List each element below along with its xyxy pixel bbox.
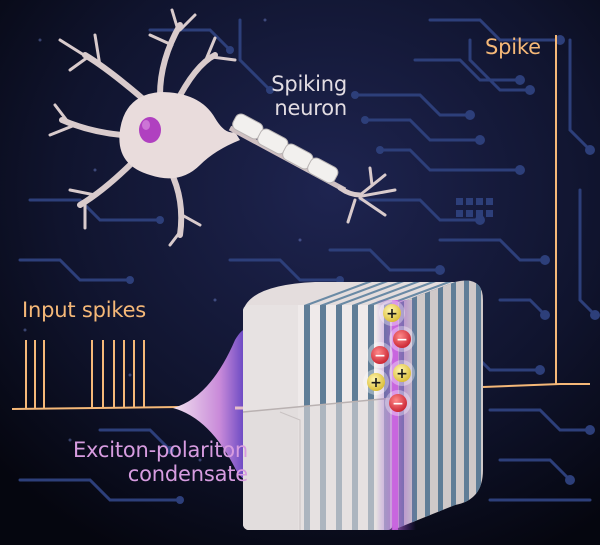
plus-charge-icon: +	[363, 369, 389, 395]
circuit-pads	[126, 35, 600, 504]
minus-charge-icon: −	[385, 390, 411, 416]
cavity-top	[243, 282, 455, 311]
minus-charge-icon: −	[389, 326, 415, 352]
minus-sign: −	[392, 396, 404, 412]
spiking-neuron-illustration	[48, 8, 397, 247]
microcavity-block	[243, 280, 483, 530]
charge-carriers: +−−++−	[363, 300, 415, 416]
minus-sign: −	[396, 332, 408, 348]
minus-sign: −	[374, 348, 386, 364]
nucleus-highlight	[142, 120, 150, 130]
axon-terminal	[337, 166, 397, 224]
output-baseline	[482, 383, 590, 388]
plus-charge-icon: +	[379, 300, 405, 326]
input-baseline	[11, 406, 181, 410]
plus-sign: +	[396, 366, 408, 382]
bokeh-dots	[23, 18, 302, 462]
input-spikes-label: Input spikes	[22, 298, 147, 322]
nucleus	[139, 117, 161, 143]
spiking-neuron-label: Spiking neuron	[227, 72, 347, 120]
spiking-neuron-label-line-2: neuron	[274, 96, 347, 120]
condensate-label-line-2: condensate	[127, 462, 248, 486]
cavity-top-stripes	[304, 282, 452, 305]
condensate-cone	[173, 329, 258, 481]
condensate-label: Exciton-polariton condensate	[30, 438, 248, 486]
plus-charge-icon: +	[389, 360, 415, 386]
plus-sign: +	[386, 306, 398, 322]
condensate-label-line-1: Exciton-polariton	[72, 438, 248, 462]
spike-label: Spike	[485, 35, 541, 59]
neuron-soma	[119, 92, 240, 179]
plus-sign: +	[370, 375, 382, 391]
spiking-neuron-label-line-1: Spiking	[271, 72, 347, 96]
input-spike-train	[25, 340, 145, 409]
circuit-board-background	[18, 18, 597, 502]
minus-charge-icon: −	[367, 342, 393, 368]
quantum-well	[392, 300, 398, 530]
myelin-sheath	[232, 113, 339, 184]
